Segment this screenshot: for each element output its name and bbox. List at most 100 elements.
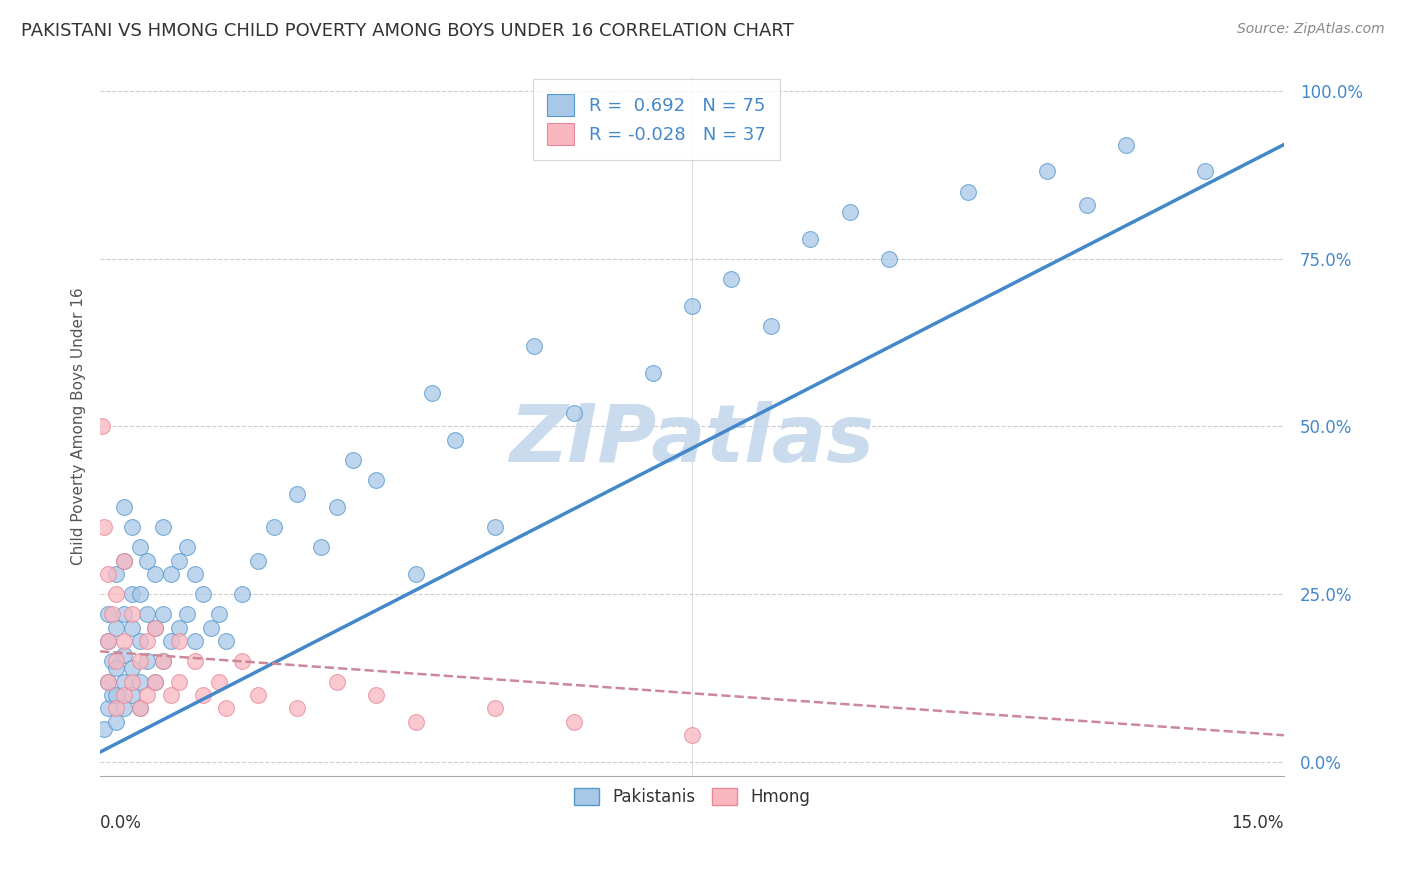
Point (97, 567, 120, 582)
Point (104, 688, 127, 702)
Point (121, 661, 143, 675)
Point (112, 648, 135, 662)
Point (112, 634, 135, 648)
Point (405, 567, 427, 582)
Point (136, 688, 159, 702)
Point (128, 634, 150, 648)
Point (405, 714, 427, 729)
Point (484, 520, 506, 534)
Point (101, 688, 124, 702)
Point (759, 318, 782, 333)
Point (484, 701, 506, 715)
Point (231, 654, 253, 668)
Point (93, 520, 115, 534)
Point (160, 688, 183, 702)
Point (136, 654, 159, 668)
Legend: Pakistanis, Hmong: Pakistanis, Hmong (567, 781, 817, 813)
Point (184, 567, 207, 582)
Point (444, 433, 467, 447)
Point (112, 500, 135, 514)
Point (342, 453, 364, 467)
Point (121, 688, 143, 702)
Point (215, 701, 238, 715)
Point (681, 299, 703, 313)
Point (207, 674, 229, 689)
Point (112, 688, 135, 702)
Point (562, 406, 585, 420)
Point (207, 607, 229, 622)
Point (104, 567, 127, 582)
Text: PAKISTANI VS HMONG CHILD POVERTY AMONG BOYS UNDER 16 CORRELATION CHART: PAKISTANI VS HMONG CHILD POVERTY AMONG B… (21, 22, 794, 40)
Point (121, 621, 143, 635)
Point (136, 634, 159, 648)
Point (93, 722, 115, 736)
Point (152, 654, 174, 668)
Text: ZIPatlas: ZIPatlas (509, 401, 875, 479)
Point (167, 674, 190, 689)
Point (263, 520, 285, 534)
Point (112, 554, 135, 568)
Text: 15.0%: 15.0% (1232, 814, 1284, 832)
Point (176, 607, 198, 622)
Point (957, 185, 980, 199)
Point (366, 688, 388, 702)
Point (191, 688, 214, 702)
Point (420, 385, 443, 400)
Point (101, 654, 124, 668)
Point (97, 607, 120, 622)
Point (104, 661, 127, 675)
Point (128, 674, 150, 689)
Point (104, 701, 127, 715)
Point (121, 607, 143, 622)
Point (681, 728, 703, 742)
Point (176, 541, 198, 555)
Point (97, 674, 120, 689)
Point (128, 701, 150, 715)
Point (879, 252, 901, 266)
Point (309, 541, 332, 555)
Point (246, 688, 269, 702)
Point (97, 634, 120, 648)
Point (287, 486, 309, 500)
Point (799, 231, 821, 245)
Point (112, 554, 135, 568)
Point (152, 520, 174, 534)
Point (128, 541, 150, 555)
Text: Source: ZipAtlas.com: Source: ZipAtlas.com (1237, 22, 1385, 37)
Point (112, 674, 135, 689)
Point (167, 634, 190, 648)
Point (562, 714, 585, 729)
Point (145, 567, 167, 582)
Point (215, 634, 238, 648)
Point (91, 419, 114, 434)
Point (184, 654, 207, 668)
Point (152, 607, 174, 622)
Point (112, 607, 135, 622)
Point (641, 366, 664, 380)
Point (145, 621, 167, 635)
Point (104, 654, 127, 668)
Point (128, 654, 150, 668)
Point (121, 520, 143, 534)
Y-axis label: Child Poverty Among Boys Under 16: Child Poverty Among Boys Under 16 (72, 287, 86, 566)
Point (97, 674, 120, 689)
Point (287, 701, 309, 715)
Point (128, 701, 150, 715)
Point (145, 674, 167, 689)
Point (136, 607, 159, 622)
Point (191, 587, 214, 601)
Point (838, 204, 860, 219)
Point (128, 587, 150, 601)
Point (104, 621, 127, 635)
Point (145, 621, 167, 635)
Point (160, 567, 183, 582)
Point (145, 674, 167, 689)
Point (523, 339, 546, 353)
Point (101, 607, 124, 622)
Point (97, 701, 120, 715)
Point (97, 634, 120, 648)
Point (152, 654, 174, 668)
Point (112, 701, 135, 715)
Point (121, 587, 143, 601)
Point (104, 714, 127, 729)
